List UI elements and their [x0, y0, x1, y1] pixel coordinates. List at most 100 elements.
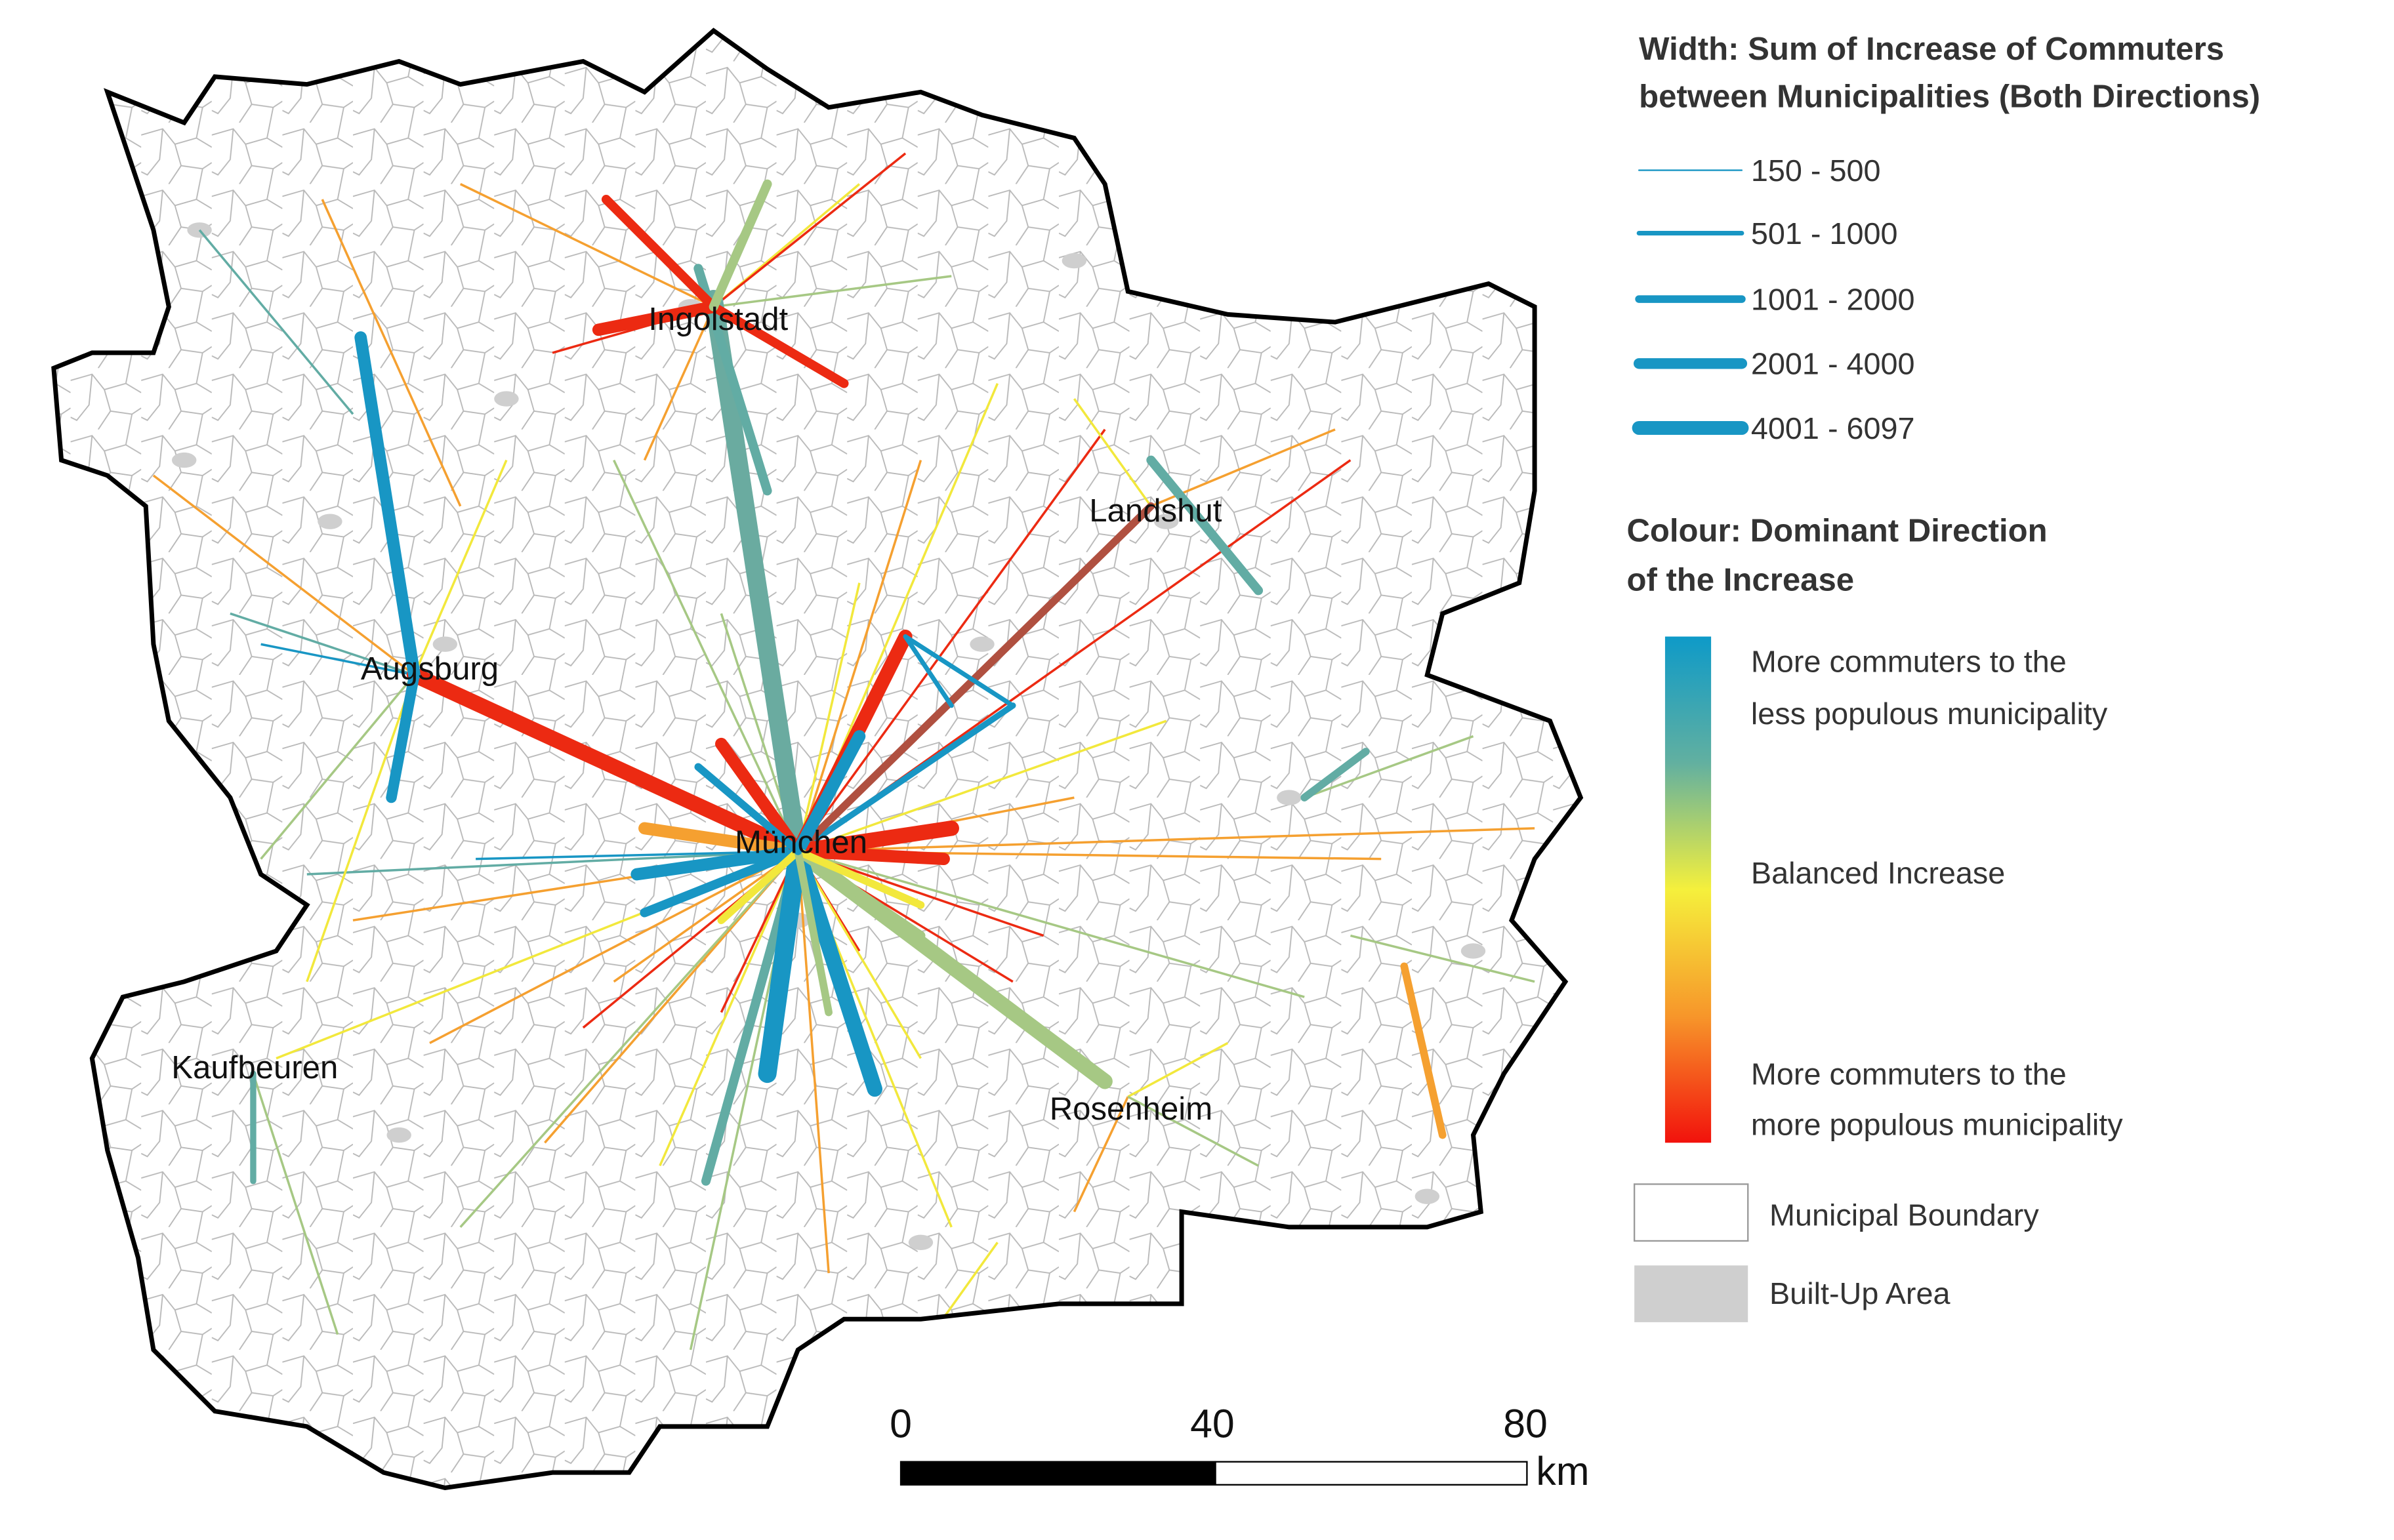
flow-line [198, 229, 354, 415]
width-label: 1001 - 2000 [1751, 282, 1915, 316]
flow-line [476, 850, 798, 861]
flow-line [790, 843, 882, 1097]
flow-line [796, 428, 1106, 852]
flow-line [793, 846, 926, 941]
flow-line [429, 850, 799, 1044]
flow-line [1073, 398, 1152, 507]
flow-line [260, 643, 415, 676]
scale-unit: km [1536, 1449, 1589, 1493]
flow-line [592, 300, 720, 336]
colour-label: Balanced Increase [1751, 856, 2005, 890]
flow-line [1350, 934, 1535, 983]
built-up-area [187, 222, 212, 238]
flow-line [1304, 735, 1474, 799]
scale-segment [1214, 1461, 1528, 1486]
colour-label: more populous municipality [1751, 1108, 2123, 1142]
flow-line [694, 763, 802, 855]
flow-line [796, 851, 922, 1059]
built-up-area [171, 452, 197, 468]
city-label: Ingolstadt [648, 302, 788, 337]
flow-line [643, 306, 715, 461]
legend-title: between Municipalities (Both Directions) [1639, 79, 2260, 115]
municipal-boundaries [53, 30, 1581, 1488]
scale-label: 0 [890, 1401, 912, 1446]
legend-title: of the Increase [1626, 562, 1854, 598]
flow-line [903, 634, 1016, 708]
region [0, 0, 1596, 1540]
built-up-swatch [1634, 1265, 1748, 1322]
city-label: München [735, 824, 867, 860]
flow-line [758, 841, 808, 1084]
colour-label: More commuters to the [1751, 1057, 2067, 1091]
width-legend: 150 - 500 501 - 1000 1001 - 2000 2001 - 400… [1632, 153, 1915, 445]
flow-line [638, 822, 804, 858]
flow-line [260, 674, 415, 860]
built-up-area [432, 636, 458, 652]
flow-line [717, 847, 802, 925]
built-up-area [494, 391, 519, 407]
built-up-area [386, 1127, 411, 1143]
scale-label: 40 [1190, 1401, 1235, 1446]
legend-title: Width: Sum of Increase of Commuters [1639, 31, 2224, 67]
city-label: Kaufbeuren [171, 1050, 338, 1085]
flow-line [406, 667, 806, 859]
city-labels: Ingolstadt Landshut Augsburg München Kau… [171, 302, 1222, 1127]
width-label: 150 - 500 [1751, 153, 1881, 188]
flow-line [709, 302, 849, 388]
flow-line [1073, 1096, 1129, 1213]
colour-label: More commuters to the [1751, 644, 2067, 678]
flow-line [903, 634, 954, 708]
legend-title: Colour: Dominant Direction [1626, 514, 2047, 549]
flow-line [791, 730, 866, 858]
flow-line [306, 674, 416, 983]
city-label: Rosenheim [1050, 1091, 1212, 1127]
built-up-area [908, 1234, 934, 1250]
flow-line [1127, 1042, 1229, 1098]
flow-line [1300, 748, 1370, 801]
flow-line [709, 179, 772, 312]
flow-line [413, 459, 508, 676]
flows [152, 152, 1535, 1351]
flow-line [797, 850, 1305, 998]
built-up-area [1062, 253, 1087, 269]
boundary-swatch [1633, 1183, 1749, 1242]
city-label: Landshut [1089, 493, 1222, 529]
built-up-area [1277, 790, 1302, 805]
flow-line [796, 851, 830, 1274]
legend: Width: Sum of Increase of Commuters betw… [1626, 31, 2260, 1322]
built-up-area [1414, 1188, 1440, 1204]
flow-line [152, 474, 415, 676]
built-up-area [318, 514, 342, 529]
flow-line [252, 1073, 339, 1335]
flow-line [230, 612, 415, 676]
flow-line [630, 845, 804, 881]
flow-line [794, 847, 925, 909]
flow-line [459, 183, 714, 308]
flow-line [1400, 962, 1447, 1139]
flow-line [704, 290, 808, 861]
flow-line [354, 331, 421, 681]
flow-line [1146, 455, 1264, 596]
flow-line [601, 195, 718, 312]
flow-line [713, 275, 952, 308]
built-up-area [1154, 514, 1179, 529]
width-label: 4001 - 6097 [1751, 411, 1915, 445]
flow-line [712, 152, 907, 308]
city-label: Augsburg [361, 651, 499, 687]
flow-line [613, 459, 799, 852]
legend-label: Built-Up Area [1769, 1276, 1951, 1310]
built-up-area [1460, 943, 1486, 959]
flow-line [796, 460, 922, 852]
flow-line [798, 827, 1535, 853]
width-label: 501 - 1000 [1751, 216, 1898, 251]
colour-ramp [1664, 636, 1712, 1143]
flow-line [791, 845, 950, 865]
flow-line [306, 850, 798, 876]
flow-line [795, 702, 1016, 855]
flow-line [613, 850, 799, 983]
flow-line [1127, 1095, 1259, 1167]
flow-line [459, 850, 799, 1228]
flow-line [796, 582, 861, 852]
